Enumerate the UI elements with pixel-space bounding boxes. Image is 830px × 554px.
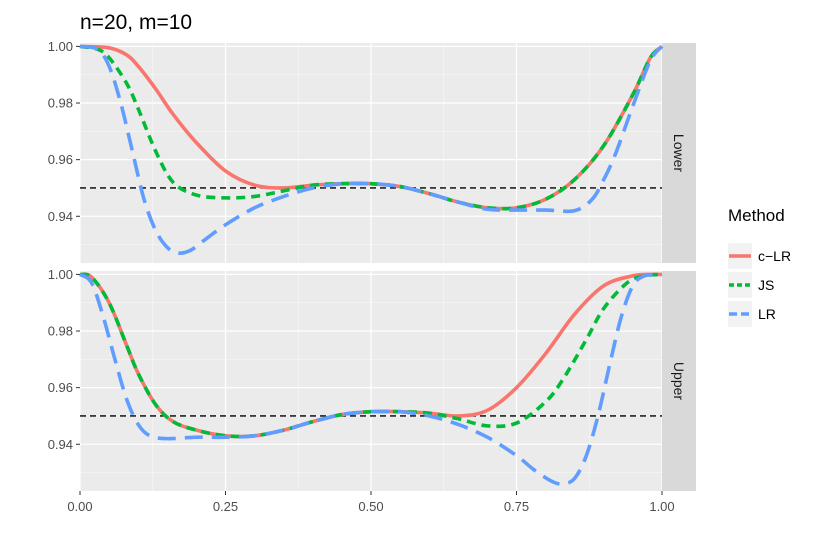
facet-strip-label: Upper [671,362,687,400]
series-line-lr [79,44,664,255]
legend-key [728,301,752,327]
legend-key [728,272,752,298]
y-tick-label: 0.98 [48,96,73,111]
y-tick-label: 0.96 [48,152,73,167]
facet-strip [662,43,696,263]
legend-label: LR [758,306,776,322]
y-tick-label: 0.94 [48,209,73,224]
x-axis: 0.00 0.25 0.50 0.75 1.00 [67,491,675,514]
facet-strip [662,271,696,491]
legend-key [728,243,752,269]
chart-title: n=20, m=10 [80,11,192,34]
legend-title: Method [728,206,785,225]
facet-strip-label: Lower [671,134,687,172]
panels-layer: 0.94 0.96 0.98 1.00 Lower 0.94 0.96 0.98 1.00 Upp… [48,39,696,491]
x-tick-label: 0.00 [67,499,92,514]
series-line-js [79,44,664,211]
y-tick-label: 1.00 [48,39,73,54]
x-tick-label: 0.75 [504,499,529,514]
panel-upper: 0.94 0.96 0.98 1.00 Upper [48,267,696,491]
legend: Method c−LR JS LR [728,206,791,327]
y-tick-label: 0.96 [48,380,73,395]
y-tick-label: 0.94 [48,437,73,452]
legend-label: c−LR [758,248,791,264]
y-tick-label: 0.98 [48,324,73,339]
y-tick-label: 1.00 [48,267,73,282]
legend-label: JS [758,277,774,293]
x-tick-label: 1.00 [649,499,674,514]
series-line-lr [78,272,663,486]
panel-lower: 0.94 0.96 0.98 1.00 Lower [48,39,696,263]
x-tick-label: 0.25 [213,499,238,514]
x-tick-label: 0.50 [358,499,383,514]
